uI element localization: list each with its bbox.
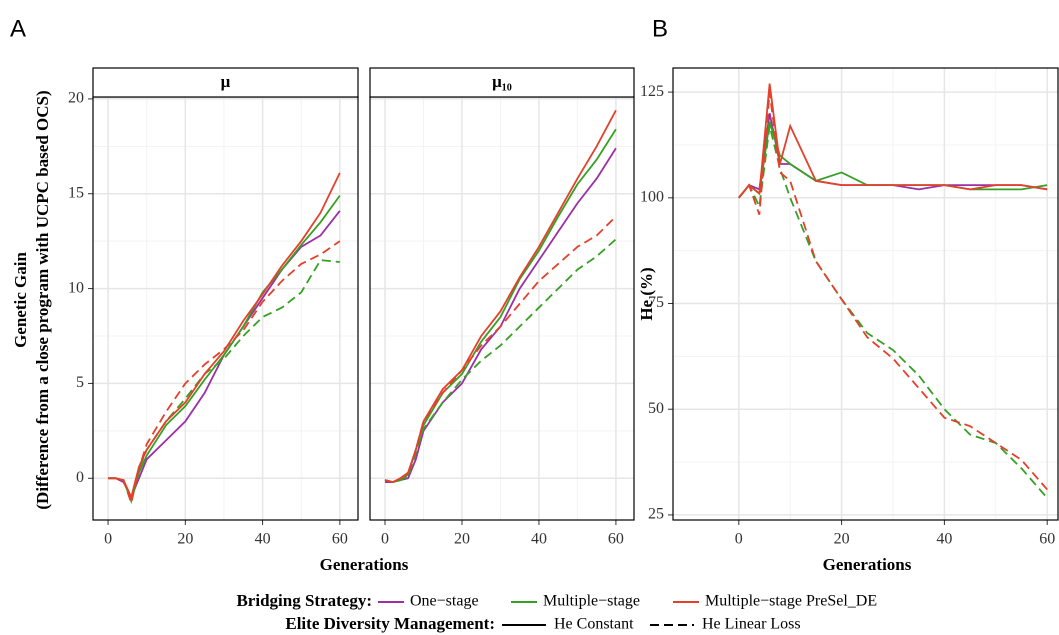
x-tick-label: 20	[834, 531, 850, 548]
plot-background	[673, 68, 1058, 520]
x-axis-label: Generations	[320, 555, 409, 574]
series-line	[108, 259, 340, 503]
y-tick-label: 75	[648, 294, 664, 311]
plot-border	[672, 67, 1059, 521]
x-tick-label: 0	[104, 531, 112, 548]
x-tick-label: 40	[255, 531, 271, 548]
series-line	[108, 240, 341, 507]
legend-title: Bridging Strategy:	[236, 591, 372, 610]
facet-label: μ₁₀	[492, 72, 512, 91]
series-line	[738, 91, 1048, 491]
x-tick-label: 40	[936, 531, 952, 548]
y-tick-label: 15	[68, 184, 84, 201]
legend-label: Multiple−stage	[543, 593, 640, 610]
panel-label: B	[652, 15, 668, 42]
plot-panel	[673, 68, 1058, 520]
y-axis-label: He (%)	[637, 267, 656, 320]
legend-label: He Constant	[554, 616, 634, 633]
y-tick-label: 20	[68, 90, 84, 107]
series-line	[108, 172, 341, 500]
y-tick-label: 125	[640, 83, 664, 100]
facet-strip	[92, 67, 359, 98]
legend-label: He Linear Loss	[702, 616, 801, 633]
y-tick-label: 50	[648, 400, 664, 417]
x-tick-label: 20	[177, 531, 193, 548]
series-line	[738, 83, 1048, 199]
series-line	[738, 125, 1048, 499]
x-tick-label: 60	[608, 531, 624, 548]
facet-label: μ	[221, 72, 231, 91]
plot-background	[93, 97, 358, 520]
legend-title: Elite Diversity Management:	[285, 614, 495, 633]
x-tick-label: 20	[454, 531, 470, 548]
legend-label: One−stage	[410, 593, 479, 610]
y-tick-label: 10	[68, 279, 84, 296]
x-axis-label: Generations	[823, 555, 912, 574]
x-tick-label: 60	[1039, 531, 1055, 548]
series-line	[384, 215, 617, 484]
x-tick-label: 60	[332, 531, 348, 548]
y-tick-label: 25	[648, 506, 664, 523]
series-line	[384, 238, 617, 483]
x-tick-label: 0	[735, 531, 743, 548]
facet-strip	[369, 67, 635, 98]
y-tick-label: 100	[640, 188, 664, 205]
x-tick-label: 40	[531, 531, 547, 548]
plot-panel	[93, 97, 358, 520]
y-tick-label: 5	[76, 374, 84, 391]
y-axis-label: Genetic Gain	[11, 252, 30, 348]
y-tick-label: 0	[76, 469, 84, 486]
panel-label: A	[10, 15, 26, 42]
y-axis-label: (Difference from a close program with UC…	[33, 90, 52, 509]
legend-label: Multiple−stage PreSel_DE	[705, 593, 877, 610]
x-tick-label: 0	[381, 531, 389, 548]
